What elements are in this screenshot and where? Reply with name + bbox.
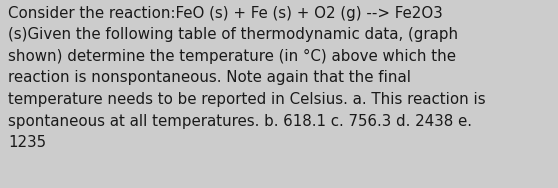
Text: Consider the reaction:FeO (s) + Fe (s) + O2 (g) --> Fe2O3
(s)Given the following: Consider the reaction:FeO (s) + Fe (s) +… — [8, 6, 486, 150]
